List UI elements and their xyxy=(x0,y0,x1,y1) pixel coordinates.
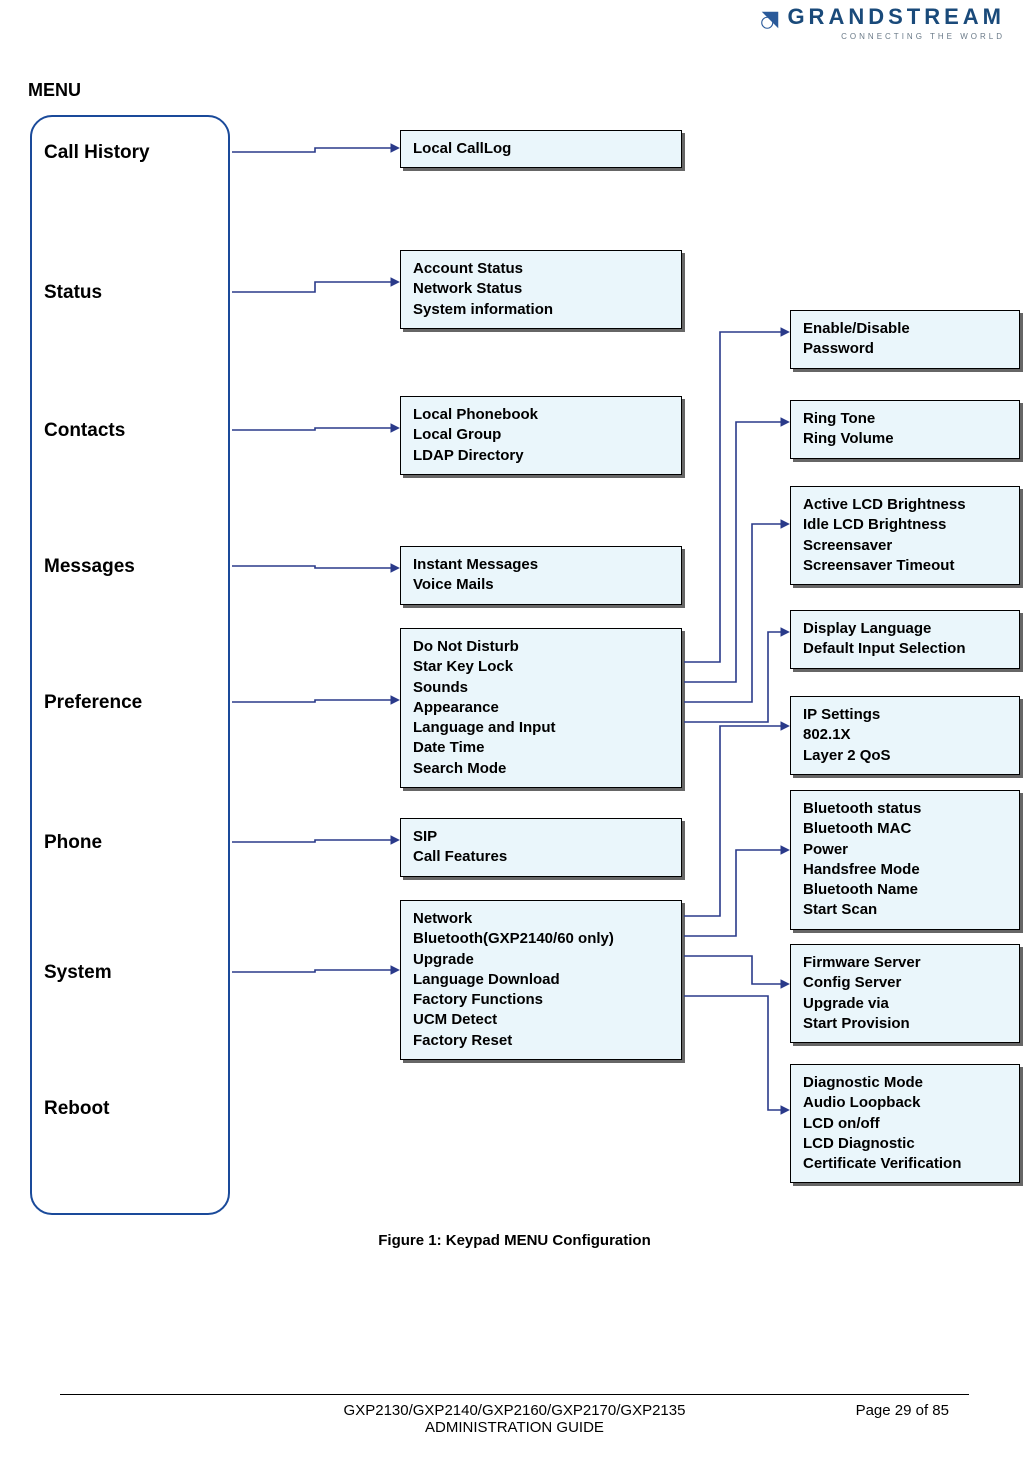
box-b-ip: IP Settings 802.1X Layer 2 QoS xyxy=(790,696,1020,775)
box-b-upgrade: Firmware Server Config Server Upgrade vi… xyxy=(790,944,1020,1043)
box-b-lang: Display Language Default Input Selection xyxy=(790,610,1020,669)
menu-heading: MENU xyxy=(28,80,81,101)
brand-name: GRANDSTREAM xyxy=(787,4,1005,29)
globe-icon xyxy=(759,9,781,31)
box-b-messages: Instant Messages Voice Mails xyxy=(400,546,682,605)
menu-item-call-history: Call History xyxy=(44,142,150,164)
box-b-bt: Bluetooth status Bluetooth MAC Power Han… xyxy=(790,790,1020,930)
box-b-calllog: Local CallLog xyxy=(400,130,682,168)
box-b-diag: Diagnostic Mode Audio Loopback LCD on/of… xyxy=(790,1064,1020,1183)
box-b-contacts: Local Phonebook Local Group LDAP Directo… xyxy=(400,396,682,475)
footer-page-number: Page 29 of 85 xyxy=(856,1402,949,1419)
box-b-lcd: Active LCD Brightness Idle LCD Brightnes… xyxy=(790,486,1020,585)
menu-item-phone: Phone xyxy=(44,832,102,854)
figure-caption: Figure 1: Keypad MENU Configuration xyxy=(0,1232,1029,1249)
page-root: GRANDSTREAM CONNECTING THE WORLD MENU Ca… xyxy=(0,0,1029,1466)
box-b-phone: SIP Call Features xyxy=(400,818,682,877)
box-b-status: Account Status Network Status System inf… xyxy=(400,250,682,329)
brand-tagline: CONNECTING THE WORLD xyxy=(759,33,1005,41)
menu-panel xyxy=(30,115,230,1215)
footer-line2: ADMINISTRATION GUIDE xyxy=(0,1419,1029,1436)
menu-item-reboot: Reboot xyxy=(44,1098,109,1120)
menu-item-system: System xyxy=(44,962,112,984)
footer-rule xyxy=(60,1394,969,1395)
menu-item-preference: Preference xyxy=(44,692,142,714)
brand-logo: GRANDSTREAM CONNECTING THE WORLD xyxy=(759,6,1005,41)
box-b-system: Network Bluetooth(GXP2140/60 only) Upgra… xyxy=(400,900,682,1060)
box-b-ring: Ring Tone Ring Volume xyxy=(790,400,1020,459)
box-b-pref: Do Not Disturb Star Key Lock Sounds Appe… xyxy=(400,628,682,788)
box-b-password: Enable/Disable Password xyxy=(790,310,1020,369)
footer-line1: GXP2130/GXP2140/GXP2160/GXP2170/GXP2135 xyxy=(344,1402,686,1419)
menu-item-messages: Messages xyxy=(44,556,135,578)
menu-item-status: Status xyxy=(44,282,102,304)
menu-item-contacts: Contacts xyxy=(44,420,125,442)
